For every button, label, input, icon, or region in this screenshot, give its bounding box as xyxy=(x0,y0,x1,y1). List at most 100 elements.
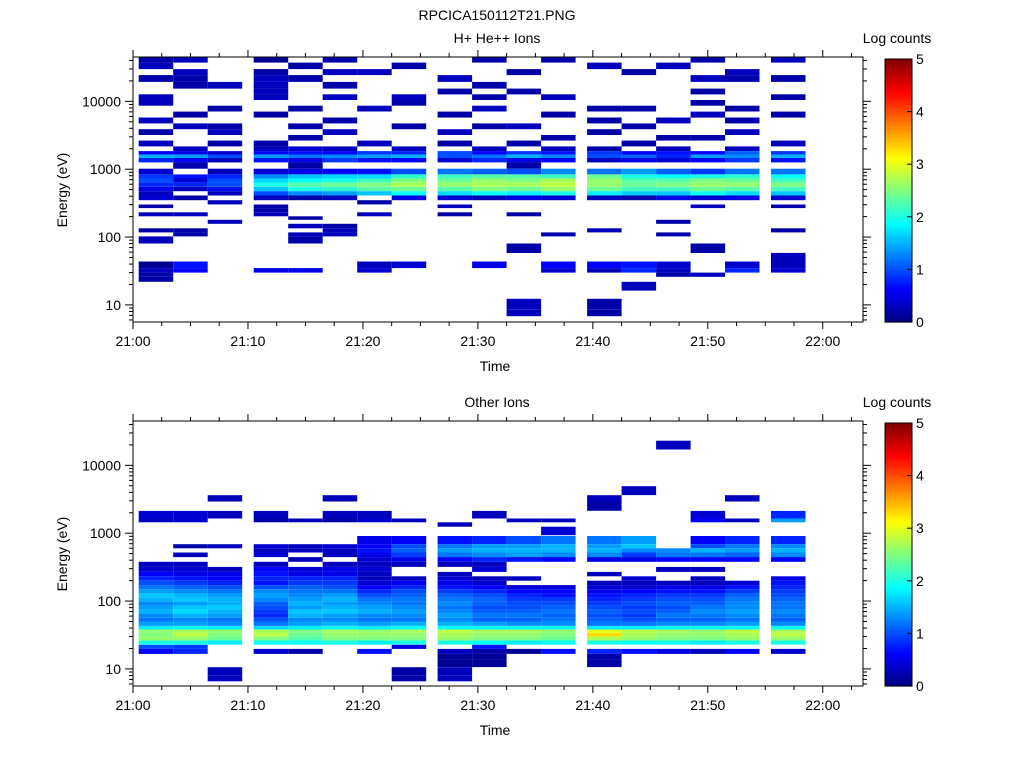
heatmap-cell xyxy=(437,597,473,602)
heatmap-cell xyxy=(391,158,427,163)
heatmap-cell xyxy=(621,626,657,630)
colorbar-swatch xyxy=(885,192,912,196)
heatmap-cell xyxy=(690,552,726,558)
heatmap-cell xyxy=(656,135,691,141)
heatmap-cell xyxy=(771,576,806,581)
heatmap-cell xyxy=(541,621,576,626)
panel-bottom-axes: 21:00 21:10 21:20 21:30 21:40 21:50 22:00 10 100… xyxy=(82,414,871,713)
heatmap-cell xyxy=(173,75,208,82)
colorbar-swatch xyxy=(885,532,912,536)
heatmap-cell xyxy=(253,140,289,147)
heatmap-cell xyxy=(391,640,427,645)
colorbar-swatch xyxy=(885,425,912,428)
heatmap-cell xyxy=(391,178,427,183)
heatmap-cell xyxy=(472,605,507,610)
heatmap-cell xyxy=(771,191,806,196)
heatmap-cell xyxy=(541,601,576,606)
heatmap-cell xyxy=(357,182,392,187)
colorbar-swatch xyxy=(885,133,912,137)
colorbar-swatch xyxy=(885,317,912,321)
heatmap-cell xyxy=(288,617,323,622)
heatmap-cell xyxy=(288,216,323,220)
heatmap-cell xyxy=(437,111,473,118)
heatmap-cell xyxy=(472,178,507,183)
colorbar-swatch xyxy=(885,124,912,128)
heatmap-cell xyxy=(288,601,323,606)
heatmap-cell xyxy=(690,536,726,545)
heatmap-cell xyxy=(771,140,806,147)
heatmap-cell xyxy=(587,191,622,196)
heatmap-cell xyxy=(391,593,427,598)
heatmap-cell xyxy=(288,632,323,637)
colorbar-swatch xyxy=(885,72,912,75)
colorbar-swatch xyxy=(885,85,912,89)
heatmap-cell xyxy=(472,123,507,130)
colorbar-swatch xyxy=(885,162,912,165)
heatmap-cell xyxy=(253,640,289,645)
heatmap-cell xyxy=(253,154,289,158)
heatmap-cell xyxy=(621,140,657,147)
colorbar-swatch xyxy=(885,484,912,488)
heatmap-cell xyxy=(207,566,243,572)
heatmap-cell xyxy=(587,613,622,618)
colorbar-swatch xyxy=(885,78,912,82)
heatmap-cell xyxy=(725,640,760,645)
heatmap-cell xyxy=(472,105,507,112)
heatmap-cell xyxy=(690,518,726,523)
colorbar-swatch xyxy=(885,444,912,448)
colorbar-swatch xyxy=(885,151,912,154)
heatmap-cell xyxy=(138,636,174,641)
heatmap-cell xyxy=(472,510,507,519)
heatmap-cell xyxy=(506,557,542,562)
heatmap-cell xyxy=(437,186,473,192)
heatmap-cell xyxy=(322,151,358,155)
heatmap-cell xyxy=(656,585,691,590)
colorbar-swatch xyxy=(885,611,912,615)
heatmap-cell xyxy=(253,168,289,175)
heatmap-cell xyxy=(771,593,806,598)
heatmap-cell xyxy=(173,162,208,169)
heatmap-cell xyxy=(587,158,622,163)
heatmap-cell xyxy=(472,158,507,163)
heatmap-cell xyxy=(322,94,358,100)
colorbar-swatch xyxy=(885,449,912,453)
heatmap-cell xyxy=(587,621,622,626)
heatmap-cell xyxy=(173,571,208,577)
heatmap-cell xyxy=(138,272,174,277)
heatmap-cell xyxy=(437,88,473,95)
heatmap-cell xyxy=(472,609,507,614)
colorbar-swatch xyxy=(885,83,912,86)
heatmap-cell xyxy=(690,168,726,175)
heatmap-cell xyxy=(207,174,243,179)
heatmap-cell xyxy=(173,69,208,76)
colorbar-tick-label: 1 xyxy=(916,261,924,277)
colorbar-swatch xyxy=(885,556,912,560)
heatmap-cell xyxy=(656,593,691,598)
heatmap-cell xyxy=(322,510,358,519)
heatmap-cell xyxy=(288,232,323,237)
heatmap-cell xyxy=(506,629,542,633)
heatmap-cell xyxy=(621,178,657,183)
heatmap-cell xyxy=(656,605,691,610)
heatmap-cell xyxy=(253,605,289,610)
colorbar-swatch xyxy=(885,63,912,67)
heatmap-cell xyxy=(725,605,760,610)
heatmap-cell xyxy=(391,580,427,586)
heatmap-cell xyxy=(656,182,691,187)
heatmap-cell xyxy=(771,510,806,519)
colorbar-swatch xyxy=(885,624,912,628)
heatmap-cell xyxy=(771,601,806,606)
heatmap-cell xyxy=(725,626,760,630)
colorbar-swatch xyxy=(885,508,912,512)
heatmap-cell xyxy=(173,626,208,630)
heatmap-cell xyxy=(138,518,174,523)
heatmap-cell xyxy=(472,659,507,668)
heatmap-cell xyxy=(207,154,243,158)
heatmap-cell xyxy=(656,186,691,192)
heatmap-cell xyxy=(690,111,726,118)
colorbar-swatch xyxy=(885,221,912,224)
colorbar-swatch xyxy=(885,100,912,104)
heatmap-cell xyxy=(541,146,576,152)
colorbar-swatch xyxy=(885,94,912,97)
heatmap-cell xyxy=(621,576,657,581)
